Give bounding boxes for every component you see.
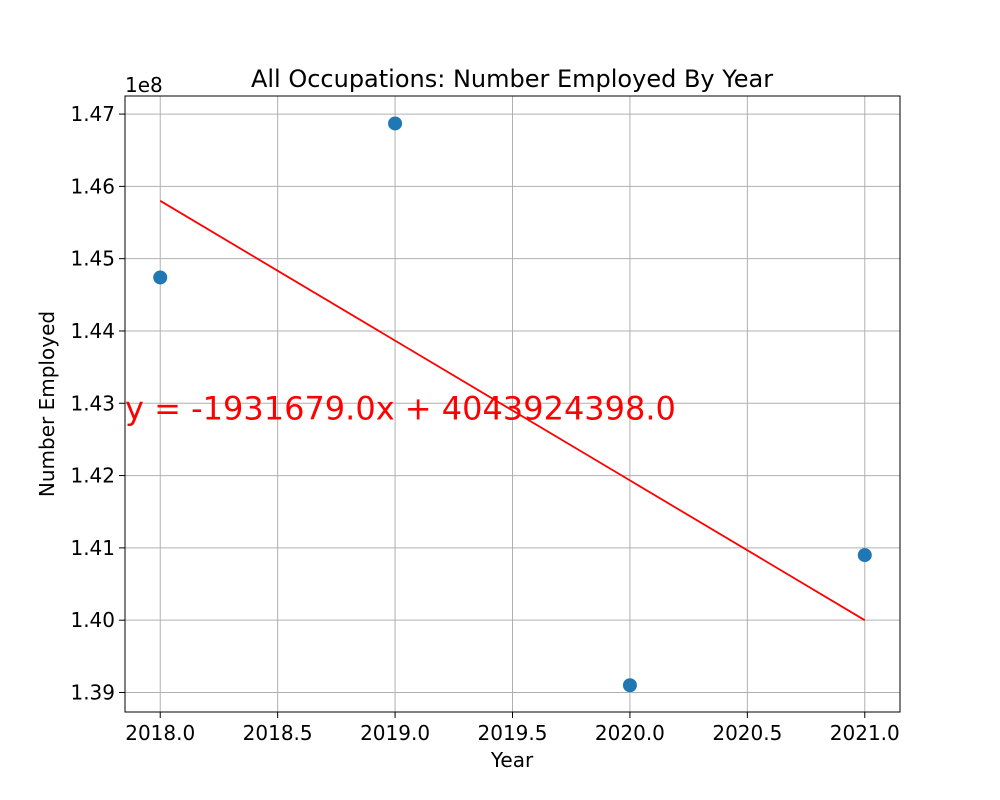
y-tick-label: 1.46 [70, 174, 115, 198]
x-tick-label: 2019.5 [478, 721, 548, 745]
y-tick-label: 1.41 [70, 536, 115, 560]
y-tick-label: 1.42 [70, 464, 115, 488]
y-tick-label: 1.39 [70, 680, 115, 704]
x-axis-label: Year [490, 748, 534, 772]
data-point [857, 548, 872, 563]
y-axis-ticks: 1.39 1.40 1.41 1.42 1.43 1.44 1.45 1.46 1.47 [70, 102, 125, 704]
data-points [153, 116, 872, 693]
x-tick-label: 2019.0 [360, 721, 430, 745]
y-tick-label: 1.45 [70, 247, 115, 271]
y-tick-label: 1.40 [70, 608, 115, 632]
y-tick-label: 1.47 [70, 102, 115, 126]
grid-lines [125, 96, 900, 712]
data-point [388, 116, 403, 131]
y-offset-label: 1e8 [125, 73, 163, 97]
x-tick-label: 2018.5 [243, 721, 313, 745]
x-axis-ticks: 2018.0 2018.5 2019.0 2019.5 2020.0 2020.5 2021… [125, 712, 900, 745]
trend-line [159, 200, 866, 621]
data-point [622, 678, 637, 693]
x-tick-label: 2018.0 [125, 721, 195, 745]
y-axis-label: Number Employed [35, 311, 59, 497]
x-tick-label: 2020.0 [595, 721, 665, 745]
data-point [153, 270, 168, 285]
y-tick-label: 1.43 [70, 391, 115, 415]
trend-line-layer [159, 200, 866, 621]
x-tick-label: 2021.0 [830, 721, 900, 745]
y-tick-label: 1.44 [70, 319, 115, 343]
chart-title: All Occupations: Number Employed By Year [251, 65, 773, 93]
regression-equation: y = -1931679.0x + 4043924398.0 [125, 389, 676, 427]
x-tick-label: 2020.5 [712, 721, 782, 745]
